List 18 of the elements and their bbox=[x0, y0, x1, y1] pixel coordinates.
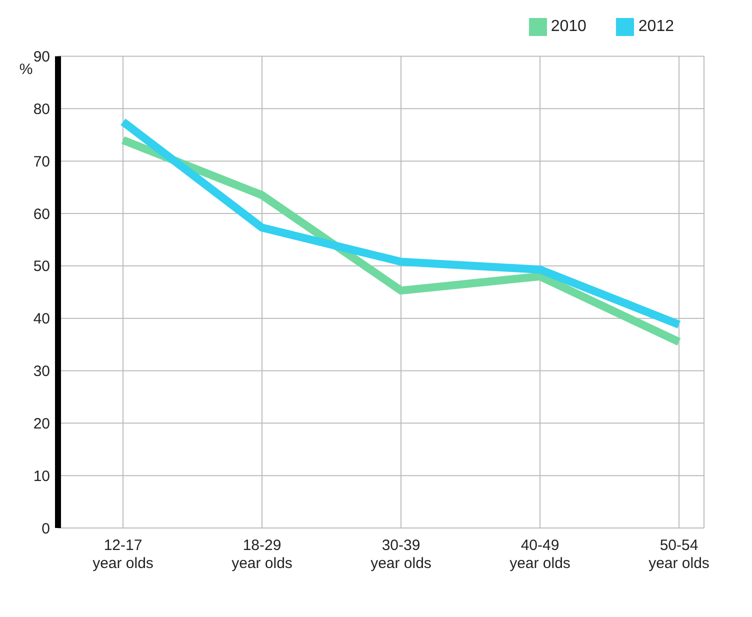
y-tick-label: 30 bbox=[33, 363, 50, 380]
x-tick-label: 50-54 year olds bbox=[648, 537, 710, 572]
y-tick-label: 40 bbox=[33, 310, 50, 328]
y-tick-label: 90 bbox=[33, 48, 50, 66]
x-tick-label: 12-17 year olds bbox=[92, 537, 154, 572]
y-tick-label: 70 bbox=[33, 153, 50, 170]
x-tick-label: 40-49 year olds bbox=[510, 537, 570, 572]
x-tick-label: 18-29 year olds bbox=[232, 537, 292, 572]
y-tick-label: 80 bbox=[33, 100, 50, 118]
y-tick-label: 50 bbox=[33, 258, 50, 276]
legend-label: 2010 bbox=[550, 18, 586, 36]
y-axis-title: % bbox=[19, 61, 33, 78]
legend-label: 2012 bbox=[638, 18, 674, 36]
y-tick-label: 60 bbox=[33, 206, 50, 223]
y-tick-label: 20 bbox=[33, 415, 50, 432]
y-tick-label: 0 bbox=[42, 520, 50, 538]
x-tick-label: 30-39 year olds bbox=[370, 537, 432, 572]
y-tick-label: 10 bbox=[33, 468, 50, 485]
